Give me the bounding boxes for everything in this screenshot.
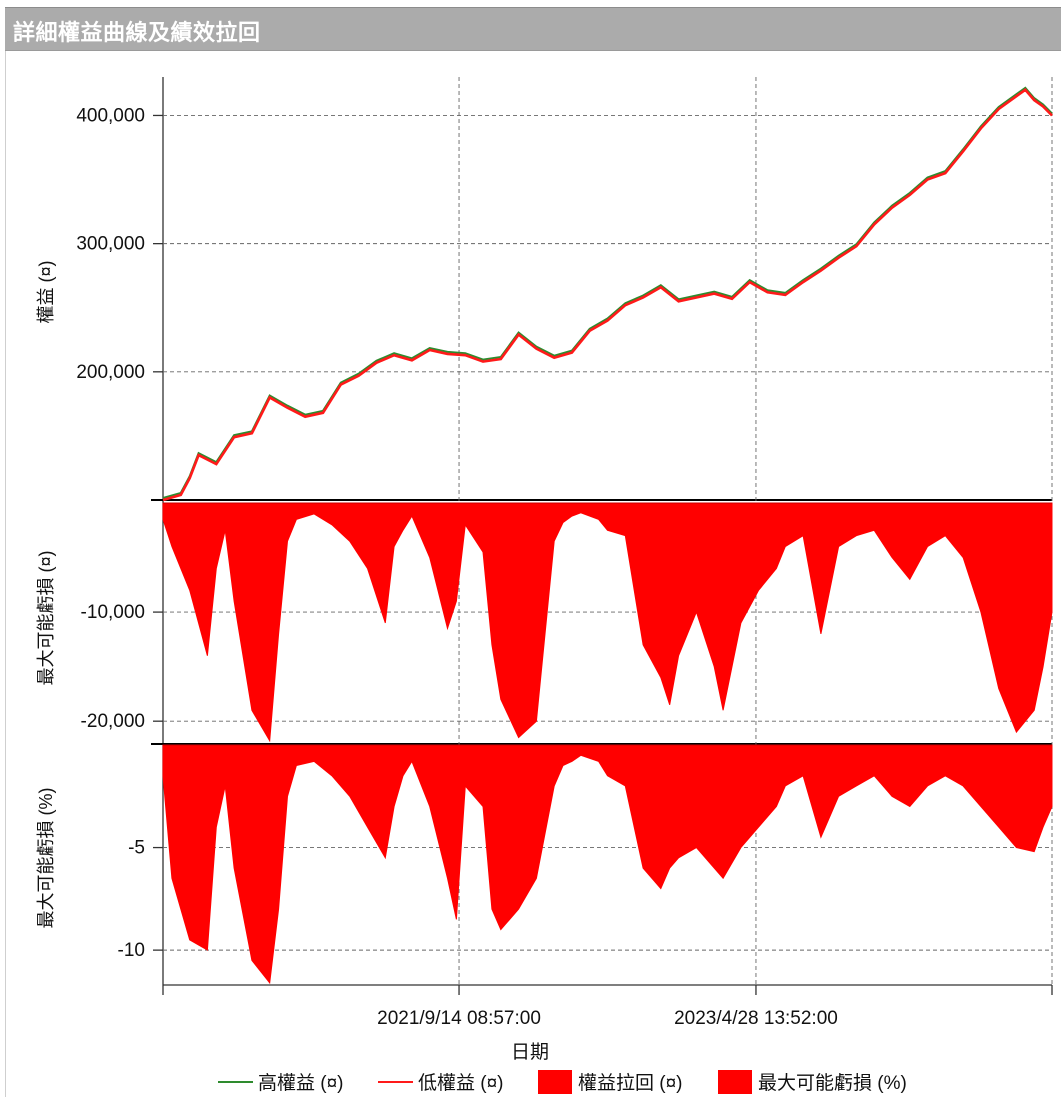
y-tick-label: -20,000 xyxy=(81,711,145,732)
window-title: 詳細權益曲線及績效拉回 xyxy=(13,21,261,46)
legend-label: 權益拉回 (¤) xyxy=(578,1072,683,1094)
y-tick-label: 400,000 xyxy=(76,105,145,126)
legend-swatch-box xyxy=(538,1070,572,1094)
max-loss-pct-area xyxy=(162,744,1053,985)
y-tick-label: 300,000 xyxy=(76,234,145,255)
legend-swatch-box xyxy=(718,1070,752,1094)
y-tick-label: 200,000 xyxy=(76,362,145,383)
legend-label: 低權益 (¤) xyxy=(418,1072,504,1094)
drawdown-area xyxy=(162,502,1053,743)
low-equity-line xyxy=(162,88,1053,502)
y-axis-label: 權益 (¤) xyxy=(36,261,56,324)
y-tick-label: -10,000 xyxy=(81,602,145,623)
legend-label: 最大可能虧損 (%) xyxy=(758,1072,907,1094)
y-axis-label: 最大可能虧損 (¤) xyxy=(36,551,56,686)
y-axis-label: 最大可能虧損 (%) xyxy=(36,788,56,929)
x-tick-label: 2023/4/28 13:52:00 xyxy=(674,1008,838,1029)
y-tick-label: -5 xyxy=(128,838,145,859)
x-axis-label: 日期 xyxy=(511,1041,549,1063)
y-tick-label: -10 xyxy=(118,940,145,961)
legend-label: 高權益 (¤) xyxy=(258,1072,344,1094)
title-bar: 詳細權益曲線及績效拉回 xyxy=(5,7,1061,51)
chart-panel xyxy=(5,7,1058,1097)
high-equity-line xyxy=(162,86,1053,499)
x-tick-label: 2021/9/14 08:57:00 xyxy=(377,1008,541,1029)
